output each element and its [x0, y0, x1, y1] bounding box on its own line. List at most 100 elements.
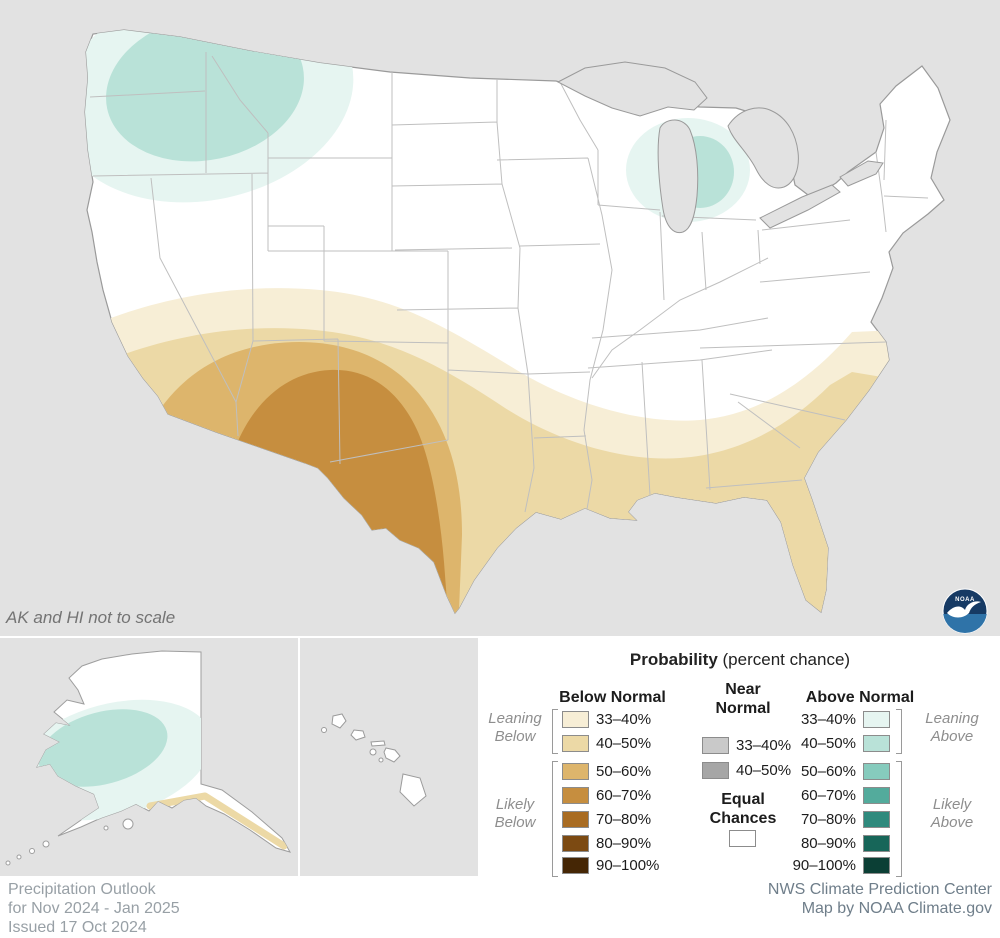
below-80-90-label: 80–90% — [596, 835, 652, 852]
legend-row-near-40-50: 40–50% — [702, 762, 791, 779]
footer: Precipitation Outlook for Nov 2024 - Jan… — [0, 878, 1000, 938]
great-lakes — [556, 61, 884, 234]
noaa-seagull-icon — [947, 601, 981, 618]
noaa-logo: NOAA — [942, 588, 988, 634]
legend-row-above-50-60: 50–60% — [780, 763, 890, 780]
alaska-above-normal-40-50 — [38, 709, 168, 787]
kodiak-island — [122, 818, 134, 830]
scale-note: AK and HI not to scale — [6, 608, 176, 627]
legend-row-below-33-40: 33–40% — [562, 711, 651, 728]
near-40-50-label: 40–50% — [736, 762, 792, 779]
legend-title-rest: (percent chance) — [717, 650, 851, 669]
below-60-70-swatch — [562, 787, 589, 804]
above-60-70-label: 60–70% — [800, 787, 856, 804]
state-borders — [89, 52, 929, 516]
footer-credit: Map by NOAA Climate.gov — [801, 900, 992, 917]
above-33-40-swatch — [863, 711, 890, 728]
above-50-60-swatch — [863, 763, 890, 780]
molokai-island — [370, 740, 386, 747]
hawaiian-islands — [321, 713, 427, 807]
island — [5, 860, 11, 866]
maui-island — [383, 747, 401, 763]
likely-below-label: Likely Below — [494, 796, 536, 831]
above-90-100-label: 90–100% — [792, 857, 856, 874]
below-90-100-swatch — [562, 857, 589, 874]
lanai-island — [369, 748, 377, 756]
near-normal-header: Near Normal — [690, 680, 796, 718]
below-40-50-swatch — [562, 735, 589, 752]
above-60-70-swatch — [863, 787, 890, 804]
below-33-40-swatch — [562, 711, 589, 728]
footer-left: Precipitation Outlook for Nov 2024 - Jan… — [8, 880, 180, 937]
leaning-below-label: Leaning Below — [488, 710, 542, 745]
likely-below-bracket — [552, 761, 558, 877]
above-70-80-label: 70–80% — [800, 811, 856, 828]
island — [103, 825, 109, 831]
hawaii-inset — [300, 638, 478, 876]
below-70-80-label: 70–80% — [596, 811, 652, 828]
near-header-line2: Normal — [715, 700, 771, 717]
conus-map-section: AK and HI not to scale NOAA — [0, 0, 1000, 636]
footer-title: Precipitation Outlook — [8, 881, 156, 898]
leaning-above-label: Leaning Above — [925, 710, 979, 745]
near-header-line1: Near — [725, 681, 761, 698]
legend-title: Probability (percent chance) — [480, 650, 1000, 670]
lake-erie — [759, 184, 841, 229]
hawaii-map — [300, 638, 478, 876]
above-33-40-label: 33–40% — [800, 711, 856, 728]
legend-row-above-70-80: 70–80% — [780, 811, 890, 828]
leaning-above-bracket — [896, 709, 902, 754]
likely-above-label: Likely Above — [930, 796, 974, 831]
conus-map — [0, 0, 1000, 636]
legend-row-above-80-90: 80–90% — [780, 835, 890, 852]
above-50-60-label: 50–60% — [800, 763, 856, 780]
below-40-50-label: 40–50% — [596, 735, 652, 752]
kahoolawe-island — [378, 757, 384, 763]
legend-row-below-80-90: 80–90% — [562, 835, 651, 852]
leaning-below-bracket — [552, 709, 558, 754]
above-normal-header: Above Normal — [805, 689, 915, 706]
legend-row-above-60-70: 60–70% — [780, 787, 890, 804]
above-40-50-swatch — [863, 735, 890, 752]
equal-line2: Chances — [709, 810, 777, 827]
legend-row-above-90-100: 90–100% — [780, 857, 890, 874]
above-70-80-swatch — [863, 811, 890, 828]
kauai-island — [331, 713, 347, 729]
above-90-100-swatch — [863, 857, 890, 874]
legend-row-near-33-40: 33–40% — [702, 737, 791, 754]
lake-superior — [556, 61, 708, 117]
island — [29, 848, 35, 854]
legend-panel: Probability (percent chance) Below Norma… — [480, 638, 1000, 877]
below-normal-header: Below Normal — [559, 689, 666, 706]
noaa-logo-text: NOAA — [955, 597, 975, 603]
alaska-panhandle-below-normal — [146, 792, 288, 850]
footer-issued: Issued 17 Oct 2024 — [8, 919, 147, 936]
footer-source: NWS Climate Prediction Center — [767, 881, 992, 898]
below-33-40-label: 33–40% — [596, 711, 652, 728]
below-50-60-swatch — [562, 763, 589, 780]
equal-line1: Equal — [721, 791, 765, 808]
noaa-logo-ocean — [943, 614, 987, 634]
below-90-100-label: 90–100% — [596, 857, 660, 874]
above-40-50-label: 40–50% — [800, 735, 856, 752]
near-33-40-label: 33–40% — [736, 737, 792, 754]
legend-row-below-90-100: 90–100% — [562, 857, 659, 874]
lake-michigan — [657, 119, 699, 234]
aleutian-islands — [5, 818, 134, 866]
niihau-island — [321, 727, 327, 733]
oahu-island — [350, 729, 366, 741]
near-40-50-swatch — [702, 762, 729, 779]
island — [16, 854, 22, 860]
alaska-map — [0, 638, 298, 876]
near-33-40-swatch — [702, 737, 729, 754]
alaska-inset — [0, 638, 298, 876]
above-80-90-label: 80–90% — [800, 835, 856, 852]
legend-row-above-40-50: 40–50% — [780, 735, 890, 752]
lake-ontario — [839, 160, 884, 187]
big-island — [399, 773, 427, 807]
below-60-70-label: 60–70% — [596, 787, 652, 804]
legend-row-above-33-40: 33–40% — [780, 711, 890, 728]
equal-chances-swatch — [729, 830, 756, 847]
below-70-80-swatch — [562, 811, 589, 828]
footer-right: NWS Climate Prediction Center Map by NOA… — [768, 880, 992, 918]
